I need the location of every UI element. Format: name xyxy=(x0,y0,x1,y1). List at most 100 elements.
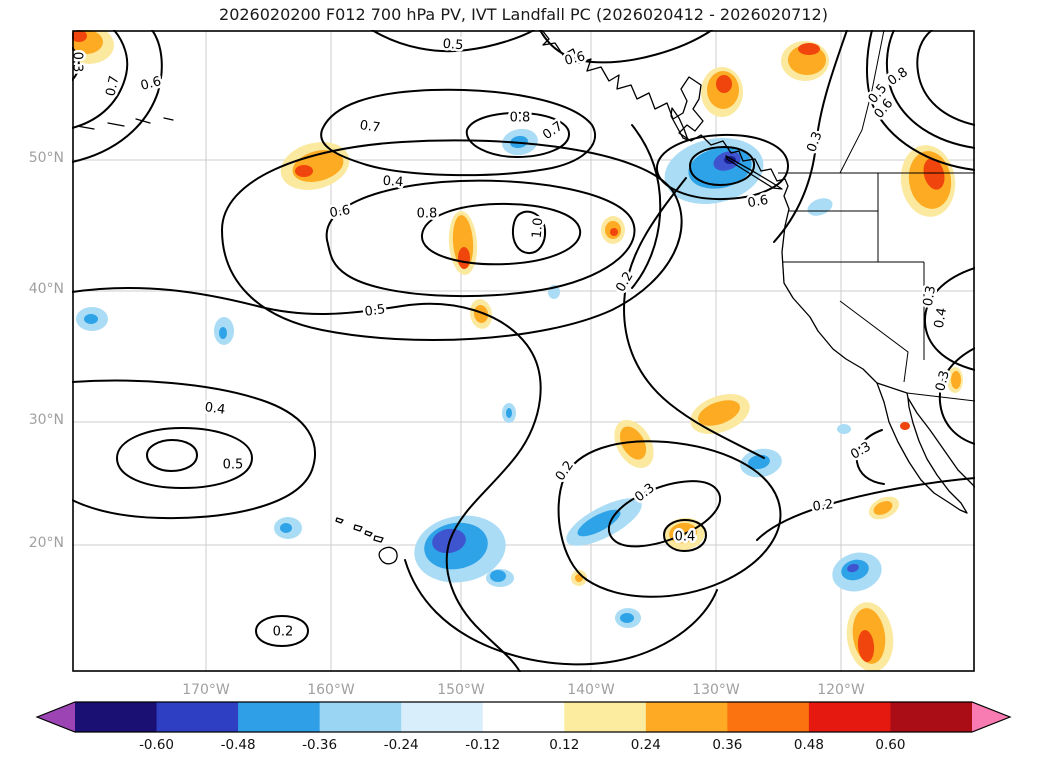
anomaly-patch xyxy=(847,563,859,573)
colorbar-extend-left xyxy=(37,702,75,732)
colorbar-segment xyxy=(727,702,810,732)
x-tick-label: 130°W xyxy=(692,682,740,698)
anomaly-patch xyxy=(490,570,506,582)
coastline xyxy=(76,125,95,130)
colorbar-tick-label: -0.36 xyxy=(302,737,337,753)
contour-line xyxy=(72,30,163,163)
contour-line xyxy=(325,179,636,298)
colorbar-extend-right xyxy=(972,702,1010,732)
anomaly-patch xyxy=(619,426,647,460)
contour-line xyxy=(404,559,718,666)
contour-label: 0.5 xyxy=(223,458,244,473)
anomaly-patch xyxy=(473,305,489,323)
contour-label: 0.8 xyxy=(417,207,438,222)
contour-label: 0.2 xyxy=(553,458,577,484)
y-tick-label: 40°N xyxy=(28,281,64,297)
contour-line xyxy=(539,30,713,64)
colorbar-segment xyxy=(808,702,891,732)
contour-label: 0.2 xyxy=(273,625,294,640)
coastline xyxy=(107,122,125,127)
y-tick-label: 50°N xyxy=(28,150,64,166)
colorbar-segment xyxy=(238,702,321,732)
coastline xyxy=(353,524,363,532)
anomaly-patch xyxy=(837,424,851,434)
contour-label: 0.6 xyxy=(747,193,770,211)
anomaly-patch xyxy=(506,408,512,418)
pv-contours xyxy=(72,30,975,672)
x-tick-label: 160°W xyxy=(307,682,355,698)
colorbar-segment xyxy=(645,702,728,732)
contour-label: 0.6 xyxy=(329,203,352,221)
contour-line xyxy=(865,30,975,171)
anomaly-patch xyxy=(857,630,875,662)
contour-line xyxy=(756,477,975,541)
contour-line xyxy=(72,379,316,520)
contour-line xyxy=(688,145,756,187)
coastline xyxy=(373,535,384,543)
colorbar-tick-label: -0.24 xyxy=(384,737,419,753)
colorbar-tick-label: 0.60 xyxy=(875,737,905,753)
contour-line xyxy=(655,133,790,201)
contour-label: 0.4 xyxy=(382,174,404,191)
contour-line xyxy=(220,139,683,341)
plot-frame xyxy=(72,30,975,672)
coastline xyxy=(725,155,783,190)
anomaly-patch xyxy=(798,43,820,55)
coastline xyxy=(876,382,968,514)
contour-label: 0.6 xyxy=(139,74,163,94)
map-plot: 0.30.7 0.60.50.60.70.80.70.40.6 0.81.00.20… xyxy=(72,30,975,672)
colorbar-tick-label: 0.36 xyxy=(712,737,742,753)
contour-label: 0.4 xyxy=(204,400,227,418)
coastlines xyxy=(76,30,975,565)
coastline xyxy=(670,107,689,141)
anomaly-patch xyxy=(807,198,833,216)
contour-line xyxy=(607,480,722,548)
colorbar-segment xyxy=(319,702,402,732)
contour-line xyxy=(557,440,782,598)
coastline xyxy=(163,117,174,121)
colorbar-tick-label: 0.12 xyxy=(549,737,579,753)
border-line xyxy=(839,30,885,174)
colorbar-segment xyxy=(75,702,158,732)
contour-line xyxy=(115,426,254,490)
border-line xyxy=(906,392,975,402)
x-tick-label: 170°W xyxy=(182,682,230,698)
coastline xyxy=(541,30,975,488)
coastline xyxy=(378,546,398,565)
contour-line xyxy=(371,30,535,53)
coastline xyxy=(364,530,373,537)
contour-line xyxy=(145,438,199,473)
contour-line xyxy=(465,111,570,159)
anomaly-patch xyxy=(923,158,945,190)
colorbar-tick-label: 0.24 xyxy=(631,737,661,753)
state-borders xyxy=(778,30,975,402)
anomaly-patch xyxy=(219,327,227,339)
anomaly-patch xyxy=(620,613,634,623)
contour-line xyxy=(631,124,662,289)
anomaly-patch xyxy=(577,509,621,537)
contour-line xyxy=(72,47,80,81)
anomaly-patch xyxy=(610,228,618,236)
anomaly-patch xyxy=(951,371,961,389)
contour-line xyxy=(916,30,975,126)
colorbar-segment xyxy=(482,702,565,732)
contour-line xyxy=(938,347,975,445)
colorbar-segment xyxy=(890,702,973,732)
border-line xyxy=(839,300,909,383)
anomaly-patch xyxy=(72,30,87,42)
contour-line xyxy=(623,177,765,459)
colorbar-tick-label: 0.48 xyxy=(794,737,824,753)
contour-line xyxy=(923,267,975,371)
colorbar-segment xyxy=(401,702,484,732)
contour-label: 0.3 xyxy=(921,285,939,308)
contour-label: 0.7 xyxy=(104,74,123,97)
coastline xyxy=(135,118,151,124)
contour-line xyxy=(254,614,310,648)
anomaly-patch xyxy=(716,75,732,93)
contour-label: 0.8 xyxy=(510,111,531,126)
anomaly-patch xyxy=(84,314,98,324)
colorbar-segment xyxy=(564,702,647,732)
contour-label: 0.7 xyxy=(359,118,382,136)
colorbar: -0.60 -0.48 -0.36 -0.24 -0.12 0.12 0.24 0.36 0.4… xyxy=(35,701,1012,753)
contour-label: 0.2 xyxy=(812,497,835,515)
